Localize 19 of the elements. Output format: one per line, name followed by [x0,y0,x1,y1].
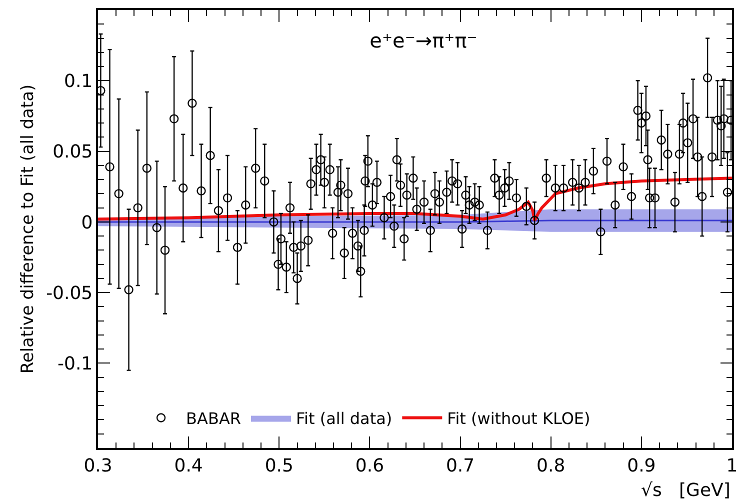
x-tick-label: 0.9 [627,455,656,476]
y-tick-label: 0.1 [64,70,93,92]
legend-label: Fit (without KLOE) [447,409,590,428]
x-tick-label: 0.7 [446,455,475,476]
x-axis-title: √s [GeV] [641,480,730,501]
y-tick-label: -0.1 [58,354,93,375]
legend-label: Fit (all data) [296,409,392,428]
y-tick-label: 0.05 [52,142,93,163]
x-tick-label: 0.3 [84,455,112,476]
x-tick-label: 0.6 [355,455,384,476]
x-tick-label: 1 [726,455,738,476]
x-tick-label: 0.8 [536,455,566,476]
x-tick-label: 0.4 [174,455,203,476]
x-tick-label: 0.5 [264,455,294,476]
legend-label: BABAR [186,409,242,428]
y-axis-title: Relative difference to Fit (all data) [18,84,38,374]
y-tick-label: 0 [81,212,93,234]
y-tick-label: -0.05 [46,282,93,304]
text: e⁺e⁻→π⁺π⁻ [370,28,478,52]
